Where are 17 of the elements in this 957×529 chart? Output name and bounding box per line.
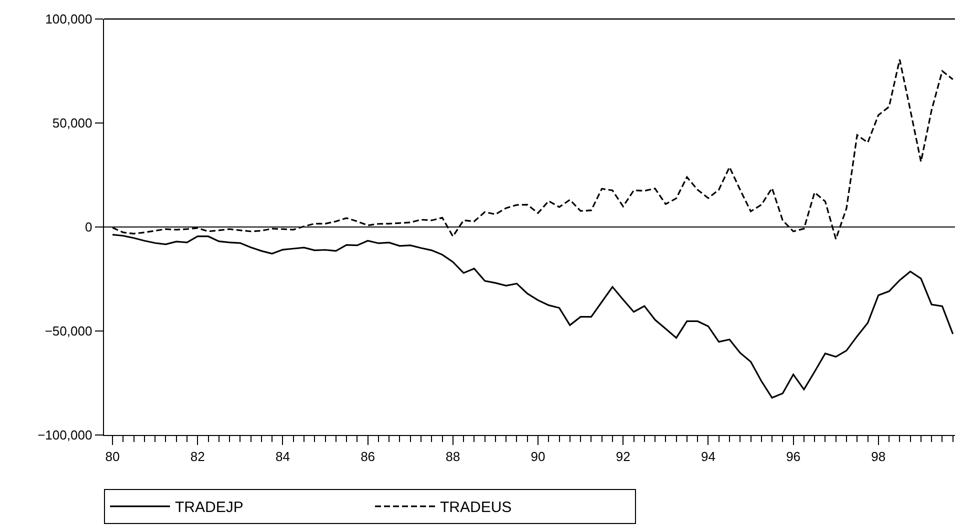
x-tick-label: 84 [275,448,290,464]
legend-label: TRADEUS [440,499,512,516]
legend-label: TRADEJP [175,499,244,516]
y-tick-label: −50,000 [44,324,92,339]
y-tick-label: 0 [84,220,92,235]
x-tick-label: 92 [616,448,630,464]
x-tick-label: 96 [786,448,801,464]
x-tick-label: 90 [530,448,546,464]
y-tick-label: −100,000 [38,428,92,443]
x-tick-label: 94 [700,448,716,464]
y-tick-label: 50,000 [52,116,92,131]
x-tick-label: 86 [360,448,376,464]
x-tick-label: 80 [105,448,120,464]
y-tick-label: 100,000 [45,12,92,27]
x-tick-label: 98 [871,448,886,464]
x-tick-label: 82 [190,448,205,464]
x-tick-label: 88 [446,448,460,464]
